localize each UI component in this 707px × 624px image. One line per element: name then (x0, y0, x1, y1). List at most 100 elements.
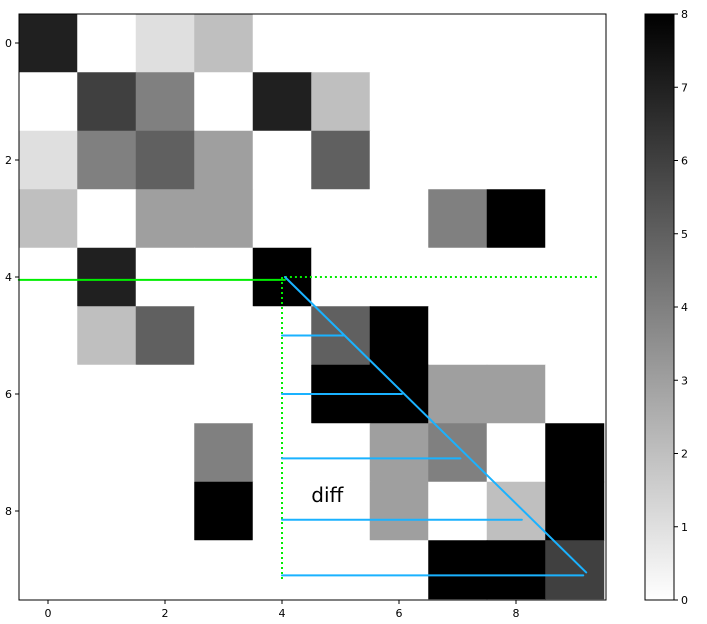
heatmap-cell-1-8 (486, 72, 546, 132)
heatmap-cell-6-9 (545, 364, 605, 424)
heatmap-cell-2-3 (194, 130, 254, 190)
x-tick-label-8: 8 (513, 607, 520, 620)
heatmap-cell-1-1 (77, 72, 137, 132)
heatmap-cell-5-9 (545, 306, 605, 366)
x-tick-label-4: 4 (279, 607, 286, 620)
plot-frame (18, 13, 607, 601)
heatmap-cell-2-4 (252, 130, 312, 190)
heatmap-cell-1-7 (428, 72, 488, 132)
colorbar-tick-label-4: 4 (681, 301, 688, 314)
heatmap-cell-0-6 (369, 13, 429, 73)
colorbar (644, 13, 675, 601)
heatmap-cell-0-2 (135, 13, 195, 73)
heatmap-cell-0-7 (428, 13, 488, 73)
heatmap-cell-7-1 (77, 423, 137, 483)
colorbar-tick-label-2: 2 (681, 448, 688, 461)
heatmap-cell-3-7 (428, 189, 488, 249)
heatmap-cell-2-2 (135, 130, 195, 190)
heatmap-cell-7-3 (194, 423, 254, 483)
diff-annotation: diff (311, 483, 344, 507)
heatmap-cell-7-5 (311, 423, 371, 483)
heatmap-cell-2-7 (428, 130, 488, 190)
heatmap-cell-3-1 (77, 189, 137, 249)
heatmap-cell-3-5 (311, 189, 371, 249)
heatmap-cell-6-3 (194, 364, 254, 424)
heatmap-cell-3-0 (18, 189, 78, 249)
heatmap-cell-0-1 (77, 13, 137, 73)
heatmap-cell-8-1 (77, 481, 137, 541)
y-axis: 0 2 4 6 8 (5, 37, 19, 518)
heatmap-cell-9-2 (135, 540, 195, 600)
heatmap-cell-8-7 (428, 481, 488, 541)
heatmap-cell-6-0 (18, 364, 78, 424)
heatmap-cell-0-4 (252, 13, 312, 73)
colorbar-tick-label-8: 8 (681, 8, 688, 21)
heatmap-cell-3-9 (545, 189, 605, 249)
heatmap-cell-1-3 (194, 72, 254, 132)
heatmap-cell-8-4 (252, 481, 312, 541)
heatmap-cell-1-2 (135, 72, 195, 132)
heatmap-cell-9-5 (311, 540, 371, 600)
heatmap-cell-7-2 (135, 423, 195, 483)
colorbar-tick-label-3: 3 (681, 374, 688, 387)
heatmap-cells (18, 13, 605, 600)
heatmap-cell-6-2 (135, 364, 195, 424)
heatmap-cell-6-7 (428, 364, 488, 424)
heatmap-cell-0-9 (545, 13, 605, 73)
heatmap-cell-3-3 (194, 189, 254, 249)
heatmap-cell-2-0 (18, 130, 78, 190)
heatmap-cell-8-5 (311, 481, 371, 541)
heatmap-cell-5-2 (135, 306, 195, 366)
heatmap-cell-0-8 (486, 13, 546, 73)
heatmap-cell-9-0 (18, 540, 78, 600)
heatmap-cell-2-6 (369, 130, 429, 190)
colorbar-tick-label-5: 5 (681, 228, 688, 241)
heatmap-cell-1-4 (252, 72, 312, 132)
heatmap-cell-9-3 (194, 540, 254, 600)
x-tick-label-6: 6 (396, 607, 403, 620)
heatmap-cell-8-3 (194, 481, 254, 541)
heatmap-cell-8-9 (545, 481, 605, 541)
heatmap-cell-2-9 (545, 130, 605, 190)
colorbar-tick-label-0: 0 (681, 594, 688, 607)
heatmap-cell-9-1 (77, 540, 137, 600)
heatmap-cell-8-6 (369, 481, 429, 541)
heatmap-cell-2-8 (486, 130, 546, 190)
heatmap-cell-3-6 (369, 189, 429, 249)
heatmap-cell-0-3 (194, 13, 254, 73)
heatmap-cell-4-1 (77, 247, 137, 307)
heatmap-cell-5-6 (369, 306, 429, 366)
heatmap-cell-5-0 (18, 306, 78, 366)
heatmap-cell-3-2 (135, 189, 195, 249)
heatmap-cell-1-5 (311, 72, 371, 132)
colorbar-tick-label-6: 6 (681, 155, 688, 168)
heatmap-cell-7-7 (428, 423, 488, 483)
colorbar-ticks: 0 1 2 3 4 5 6 7 8 (674, 8, 688, 607)
heatmap-cell-3-8 (486, 189, 546, 249)
heatmap-cell-1-6 (369, 72, 429, 132)
x-axis: 0 2 4 6 8 (45, 600, 520, 620)
heatmap-cell-5-7 (428, 306, 488, 366)
heatmap-cell-8-0 (18, 481, 78, 541)
y-tick-label-0: 0 (5, 37, 12, 50)
y-tick-label-8: 8 (5, 505, 12, 518)
heatmap-cell-4-7 (428, 247, 488, 307)
heatmap-cell-7-6 (369, 423, 429, 483)
heatmap-cell-7-0 (18, 423, 78, 483)
x-tick-label-0: 0 (45, 607, 52, 620)
x-tick-label-2: 2 (162, 607, 169, 620)
heatmap-cell-4-2 (135, 247, 195, 307)
heatmap-cell-1-0 (18, 72, 78, 132)
heatmap-cell-9-9 (545, 540, 605, 600)
y-tick-label-2: 2 (5, 154, 12, 167)
heatmap-cell-0-0 (18, 13, 78, 73)
y-tick-label-6: 6 (5, 388, 12, 401)
heatmap-cell-3-4 (252, 189, 312, 249)
heatmap-cell-5-8 (486, 306, 546, 366)
heatmap-cell-8-8 (486, 481, 546, 541)
heatmap-cell-7-8 (486, 423, 546, 483)
colorbar-tick-label-7: 7 (681, 81, 688, 94)
heatmap-cell-7-9 (545, 423, 605, 483)
heatmap-cell-6-8 (486, 364, 546, 424)
